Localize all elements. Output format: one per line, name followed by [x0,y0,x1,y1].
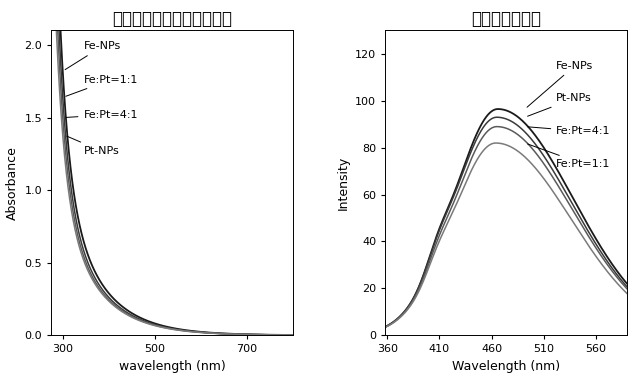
Text: Pt-NPs: Pt-NPs [67,136,119,156]
Text: Fe-NPs: Fe-NPs [65,42,121,70]
Title: 紫外線可視吸収スペクトル: 紫外線可視吸収スペクトル [112,10,232,27]
Y-axis label: Intensity: Intensity [337,156,349,210]
Text: Fe:Pt=1:1: Fe:Pt=1:1 [527,144,611,169]
X-axis label: wavelength (nm): wavelength (nm) [119,360,225,373]
Y-axis label: Absorbance: Absorbance [6,146,19,220]
Title: 蛍光スペクトル: 蛍光スペクトル [471,10,541,27]
Text: Fe:Pt=4:1: Fe:Pt=4:1 [528,126,611,136]
Text: Fe:Pt=1:1: Fe:Pt=1:1 [66,75,138,96]
Text: Fe:Pt=4:1: Fe:Pt=4:1 [67,110,138,120]
X-axis label: Wavelength (nm): Wavelength (nm) [452,360,560,373]
Text: Pt-NPs: Pt-NPs [527,93,592,116]
Text: Fe-NPs: Fe-NPs [527,61,593,107]
